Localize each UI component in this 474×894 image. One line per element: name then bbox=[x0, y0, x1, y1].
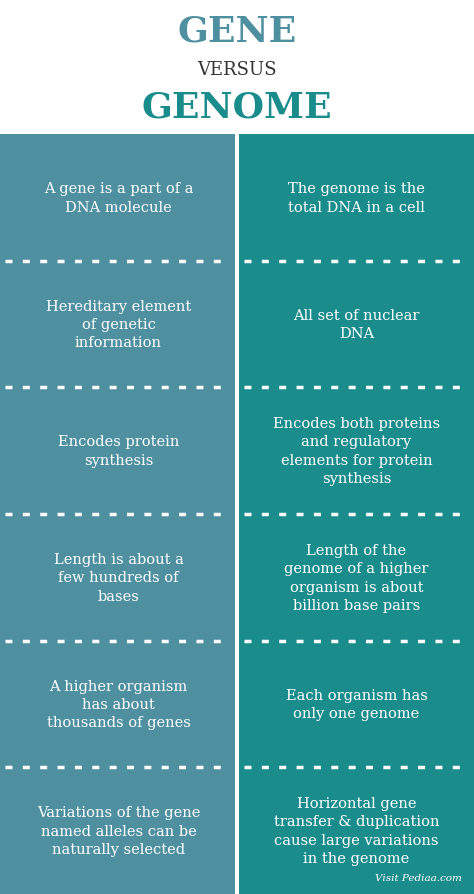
Text: Variations of the gene
named alleles can be
naturally selected: Variations of the gene named alleles can… bbox=[37, 805, 200, 856]
FancyBboxPatch shape bbox=[0, 767, 235, 894]
Text: Length of the
genome of a higher
organism is about
billion base pairs: Length of the genome of a higher organis… bbox=[284, 544, 428, 612]
FancyBboxPatch shape bbox=[0, 641, 235, 767]
FancyBboxPatch shape bbox=[0, 261, 235, 388]
FancyBboxPatch shape bbox=[0, 514, 235, 641]
FancyBboxPatch shape bbox=[239, 388, 474, 514]
Text: The genome is the
total DNA in a cell: The genome is the total DNA in a cell bbox=[288, 182, 425, 215]
FancyBboxPatch shape bbox=[239, 261, 474, 388]
Text: Length is about a
few hundreds of
bases: Length is about a few hundreds of bases bbox=[54, 552, 183, 603]
FancyBboxPatch shape bbox=[239, 641, 474, 767]
FancyBboxPatch shape bbox=[239, 514, 474, 641]
Text: GENE: GENE bbox=[177, 15, 297, 49]
Text: Encodes protein
synthesis: Encodes protein synthesis bbox=[58, 435, 179, 468]
Text: VERSUS: VERSUS bbox=[197, 61, 277, 79]
Text: GENOME: GENOME bbox=[142, 91, 332, 125]
Text: Horizontal gene
transfer & duplication
cause large variations
in the genome: Horizontal gene transfer & duplication c… bbox=[274, 797, 439, 865]
Text: Visit Pediaa.com: Visit Pediaa.com bbox=[375, 873, 462, 882]
FancyBboxPatch shape bbox=[0, 135, 235, 261]
Text: All set of nuclear
DNA: All set of nuclear DNA bbox=[293, 308, 419, 341]
Text: Hereditary element
of genetic
information: Hereditary element of genetic informatio… bbox=[46, 299, 191, 350]
Text: Each organism has
only one genome: Each organism has only one genome bbox=[285, 688, 428, 721]
Text: Encodes both proteins
and regulatory
elements for protein
synthesis: Encodes both proteins and regulatory ele… bbox=[273, 417, 440, 485]
FancyBboxPatch shape bbox=[0, 388, 235, 514]
Text: A gene is a part of a
DNA molecule: A gene is a part of a DNA molecule bbox=[44, 182, 193, 215]
Text: A higher organism
has about
thousands of genes: A higher organism has about thousands of… bbox=[46, 679, 191, 730]
FancyBboxPatch shape bbox=[239, 135, 474, 261]
FancyBboxPatch shape bbox=[239, 767, 474, 894]
